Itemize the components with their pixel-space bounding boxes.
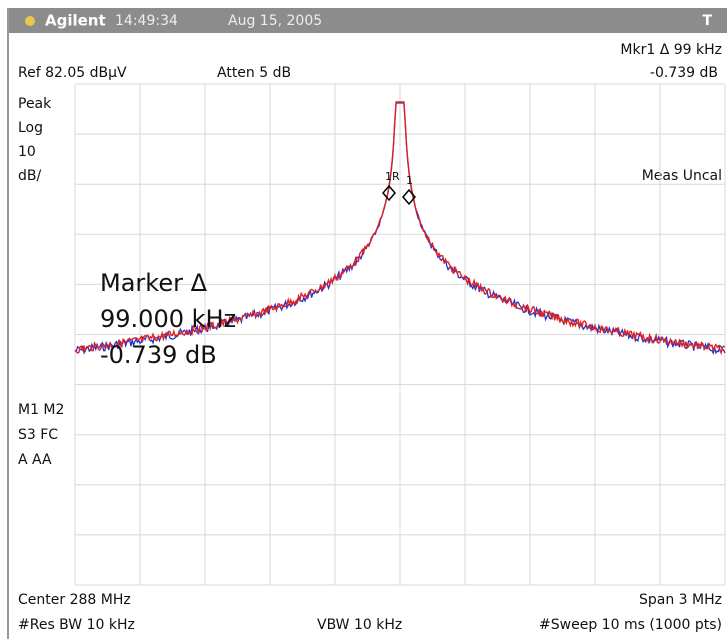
marker-text: Marker Δ [100,269,208,297]
status-label: A AA [18,452,52,468]
span: Span 3 MHz [639,592,722,608]
status-label: S3 FC [18,427,58,443]
marker-box: Marker Δ 99.000 kHz -0.739 dB [100,269,236,369]
ref-marker-label: 1R [385,170,400,183]
status-label: M1 M2 [18,402,64,418]
marker-text: -0.739 dB [100,341,217,369]
attenuation: Atten 5 dB [217,65,291,81]
res-bw: #Res BW 10 kHz [18,617,135,633]
scale-label: 10 [18,144,36,160]
mode: T [702,13,712,29]
title-bar [8,8,727,33]
sweep: #Sweep 10 ms (1000 pts) [539,617,722,633]
marker-level: -0.739 dB [650,65,718,81]
meas-uncal: Meas Uncal [642,168,722,184]
date: Aug 15, 2005 [228,13,322,29]
ref-marker [382,184,396,202]
scale-label: Peak [18,96,52,112]
delta-marker-label: 1 [406,174,413,187]
brand: Agilent [45,12,106,30]
graticule [74,83,726,586]
logo-icon [25,16,35,26]
ref-level: Ref 82.05 dBμV [18,65,127,81]
vbw: VBW 10 kHz [317,617,402,633]
center-freq: Center 288 MHz [18,592,131,608]
time: 14:49:34 [115,13,178,29]
left-panel: Peak Log 10 dB/M1 M2 S3 FC A AA [18,96,64,468]
marker-readout: Mkr1 Δ 99 kHz [620,42,722,58]
scale-label: Log [18,120,43,136]
trace-a [74,101,726,356]
marker-text: 99.000 kHz [100,305,236,333]
scale-label: dB/ [18,168,41,184]
delta-marker [402,188,416,206]
